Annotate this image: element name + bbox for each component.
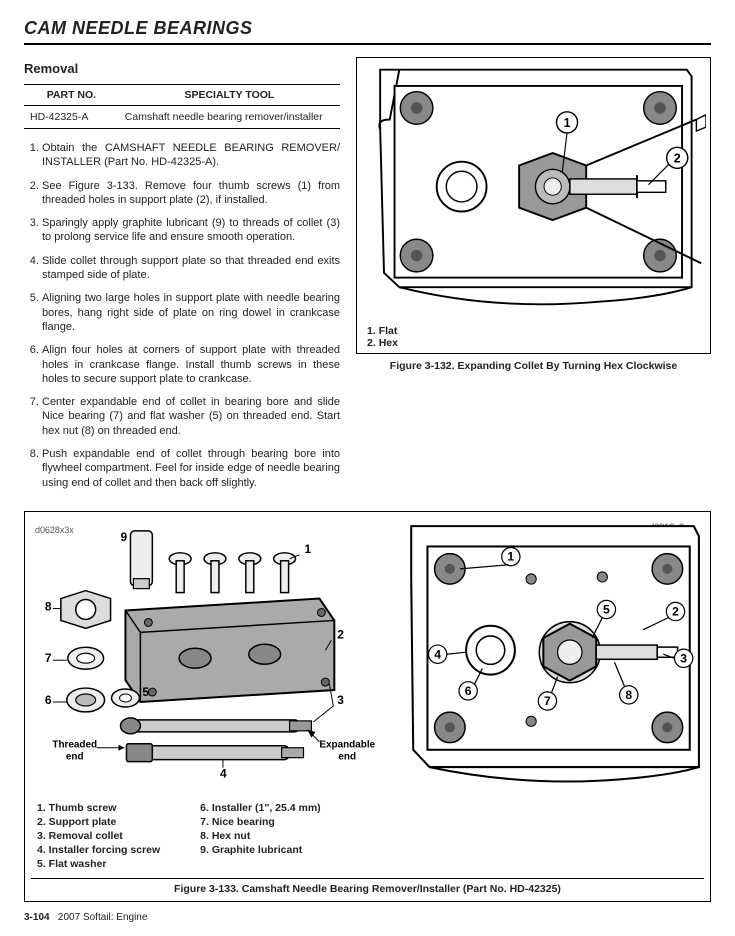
svg-text:7: 7 (544, 694, 551, 708)
legend-item: 4. Installer forcing screw (37, 844, 160, 856)
svg-text:7: 7 (45, 651, 52, 665)
step: Sparingly apply graphite lubricant (9) t… (42, 216, 340, 245)
legend-item: 9. Graphite lubricant (200, 844, 321, 856)
figure-133-right-diagram: d0212x3x (399, 518, 704, 792)
svg-text:end: end (66, 752, 84, 763)
svg-text:end: end (338, 752, 356, 763)
diagram-code: d0628x3x (35, 525, 74, 535)
section-heading: Removal (24, 61, 340, 76)
figure-132-diagram: 1 2 (361, 62, 706, 321)
legend-item: 3. Removal collet (37, 830, 160, 842)
step: Obtain the CAMSHAFT NEEDLE BEARING REMOV… (42, 141, 340, 170)
legend-item: 6. Installer (1", 25.4 mm) (200, 802, 321, 814)
svg-text:2: 2 (337, 627, 344, 641)
cell-partno: HD-42325-A (24, 106, 119, 129)
specialty-tool-table: PART NO. SPECIALTY TOOL HD-42325-A Camsh… (24, 84, 340, 129)
figure-132: 1 2 1. Flat 2. Hex (356, 57, 711, 354)
table-row: HD-42325-A Camshaft needle bearing remov… (24, 106, 340, 129)
figure-133-left-diagram: d0628x3x 9 1 8 (31, 518, 389, 792)
step: Aligning two large holes in support plat… (42, 291, 340, 334)
fig133-legend: 1. Thumb screw 2. Support plate 3. Remov… (31, 802, 704, 870)
svg-text:4: 4 (434, 647, 441, 661)
legend-item: 1. Thumb screw (37, 802, 160, 814)
legend-item: 2. Hex (367, 337, 706, 349)
legend-item: 7. Nice bearing (200, 816, 321, 828)
svg-text:3: 3 (337, 693, 344, 707)
svg-text:8: 8 (45, 599, 52, 613)
page-footer: 3-104 2007 Softail: Engine (24, 912, 711, 923)
svg-text:5: 5 (142, 685, 149, 699)
svg-text:1: 1 (507, 550, 514, 564)
step: Align four holes at corners of support p… (42, 343, 340, 386)
legend-item: 1. Flat (367, 325, 706, 337)
svg-text:6: 6 (465, 684, 472, 698)
legend-item: 8. Hex nut (200, 830, 321, 842)
svg-text:2: 2 (672, 605, 679, 619)
svg-text:8: 8 (625, 688, 632, 702)
fig133-caption: Figure 3-133. Camshaft Needle Bearing Re… (31, 878, 704, 895)
step: See Figure 3-133. Remove four thumb scre… (42, 179, 340, 208)
step: Slide collet through support plate so th… (42, 254, 340, 283)
step: Push expandable end of collet through be… (42, 447, 340, 490)
fig132-caption: Figure 3-132. Expanding Collet By Turnin… (356, 360, 711, 372)
table-header-partno: PART NO. (24, 85, 119, 106)
svg-text:6: 6 (45, 693, 52, 707)
svg-text:Expandable: Expandable (319, 740, 375, 751)
cell-tool: Camshaft needle bearing remover/installe… (119, 106, 340, 129)
page-title: CAM NEEDLE BEARINGS (24, 18, 711, 45)
table-header-tool: SPECIALTY TOOL (119, 85, 340, 106)
svg-text:9: 9 (121, 530, 128, 544)
legend-item: 5. Flat washer (37, 858, 160, 870)
removal-steps: Obtain the CAMSHAFT NEEDLE BEARING REMOV… (24, 141, 340, 490)
fig132-legend: 1. Flat 2. Hex (367, 325, 706, 349)
page-number: 3-104 (24, 912, 50, 923)
footer-text: 2007 Softail: Engine (58, 912, 148, 923)
svg-text:2: 2 (674, 152, 681, 166)
figure-133: d0628x3x 9 1 8 (24, 511, 711, 902)
legend-item: 2. Support plate (37, 816, 160, 828)
svg-text:1: 1 (304, 542, 311, 556)
svg-text:4: 4 (220, 767, 227, 781)
svg-text:Threaded: Threaded (52, 740, 97, 751)
svg-text:5: 5 (603, 602, 610, 616)
step: Center expandable end of collet in beari… (42, 395, 340, 438)
svg-text:3: 3 (680, 651, 687, 665)
svg-text:1: 1 (564, 116, 571, 130)
